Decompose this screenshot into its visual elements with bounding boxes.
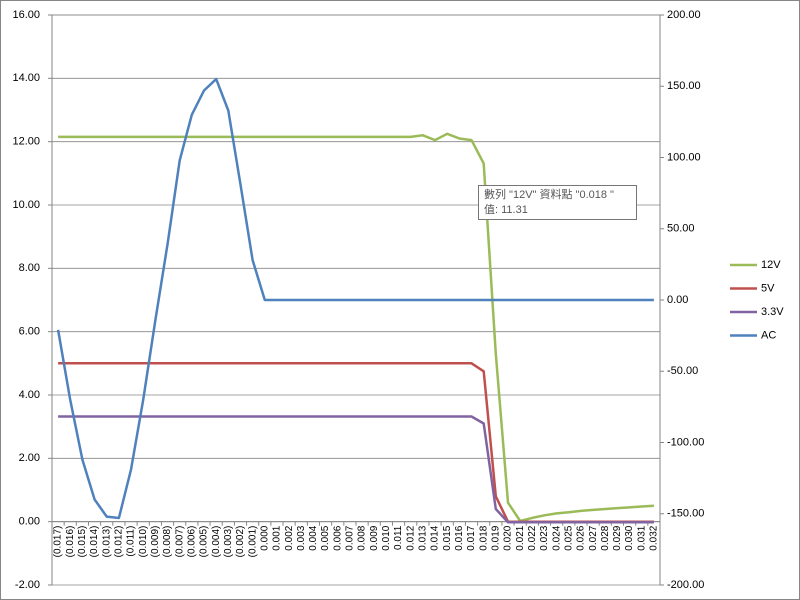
y-tick-label: -2.00 [15,579,40,591]
x-tick-label: (0.014) [89,526,100,558]
x-tick-label: (0.017) [53,526,64,558]
y2-tick-label: 50.00 [667,223,695,235]
tooltip-box [478,185,637,220]
y2-tick-label: -50.00 [667,365,698,377]
y2-tick-label: -100.00 [667,436,704,448]
tooltip-text: 數列 "12V" 資料點 "0.018 " [484,187,614,201]
x-tick-label: 0.003 [296,525,307,550]
x-tick-label: 0.032 [649,525,660,550]
tooltip: 數列 "12V" 資料點 "0.018 " 值: 11.31 [478,185,637,220]
x-tick-label: (0.011) [126,526,137,557]
x-tick-label: 0.027 [588,525,599,550]
y-tick-label: 8.00 [19,262,40,274]
series-line [58,132,654,523]
series-line [58,415,654,524]
x-tick-label: 0.007 [345,525,356,550]
x-tick-label: 0.023 [539,525,550,550]
x-tick-label: 0.010 [381,525,392,550]
x-tick-label: 0.011 [393,525,404,550]
x-tick-label: 0.001 [272,525,283,550]
x-tick-label: (0.009) [150,526,161,558]
x-tick-label: (0.004) [211,526,222,558]
x-tick-label: 0.012 [405,525,416,550]
x-tick-label: 0.029 [612,525,623,550]
legend-label: 5V [761,282,775,294]
x-tick-label: 0.016 [454,525,465,550]
x-tick-label: 0.013 [418,525,429,550]
x-tick-label: 0.014 [430,525,441,550]
series-line [56,77,654,520]
x-tick-label: (0.013) [101,526,112,558]
y2-tick-label: 150.00 [667,80,701,92]
x-tick-label: (0.006) [186,526,197,558]
y-tick-label: 4.00 [19,389,40,401]
x-tick-label: 0.019 [490,525,501,550]
y2-tick-label: 100.00 [667,151,701,163]
x-tick-label: 0.009 [369,525,380,550]
x-tick-label: 0.028 [600,525,611,550]
x-tick-label: (0.005) [199,526,210,558]
y-tick-label: 6.00 [19,326,40,338]
y-tick-label: 12.00 [12,136,40,148]
x-tick-label: (0.002) [235,526,246,558]
x-tick-label: 0.004 [308,525,319,550]
y-tick-label: 16.00 [12,9,40,21]
x-tick-label: 0.024 [551,525,562,550]
legend-label: 3.3V [761,306,784,318]
x-tick-label: 0.006 [332,525,343,550]
x-tick-label: 0.021 [515,525,526,550]
tooltip-text: 值: 11.31 [484,203,528,216]
x-tick-label: 0.030 [624,525,635,550]
x-tick-label: 0.018 [478,525,489,550]
x-tick-label: 0.017 [466,525,477,550]
x-tick-label: (0.012) [114,526,125,558]
x-tick-label: (0.001) [247,526,258,558]
y-tick-label: 10.00 [12,199,40,211]
x-tick-label: 0.031 [636,525,647,550]
y2-tick-label: 0.00 [667,294,688,306]
x-tick-label: 0.022 [527,525,538,550]
x-tick-label: 0.005 [320,525,331,550]
x-tick-label: 0.000 [259,525,270,550]
legend-label: 12V [761,259,781,271]
x-tick-label: (0.016) [65,526,76,558]
x-tick-label: 0.008 [357,525,368,550]
x-tick-label: (0.015) [77,526,88,558]
y-tick-label: 0.00 [19,516,40,528]
y2-tick-label: -150.00 [667,508,704,520]
x-tick-label: (0.008) [162,526,173,558]
x-tick-label: 0.026 [576,525,587,550]
y-tick-label: 2.00 [19,452,40,464]
x-tick-label: (0.010) [138,526,149,558]
x-tick-label: (0.007) [174,526,185,558]
x-tick-label: 0.002 [284,525,295,550]
y2-tick-label: -200.00 [667,579,704,591]
x-tick-label: 0.020 [503,525,514,550]
x-tick-label: (0.003) [223,526,234,558]
legend-label: AC [761,329,776,341]
x-tick-label: 0.015 [442,525,453,550]
y-tick-label: 14.00 [12,72,40,84]
y2-tick-label: 200.00 [667,9,701,21]
x-tick-label: 0.025 [563,525,574,550]
